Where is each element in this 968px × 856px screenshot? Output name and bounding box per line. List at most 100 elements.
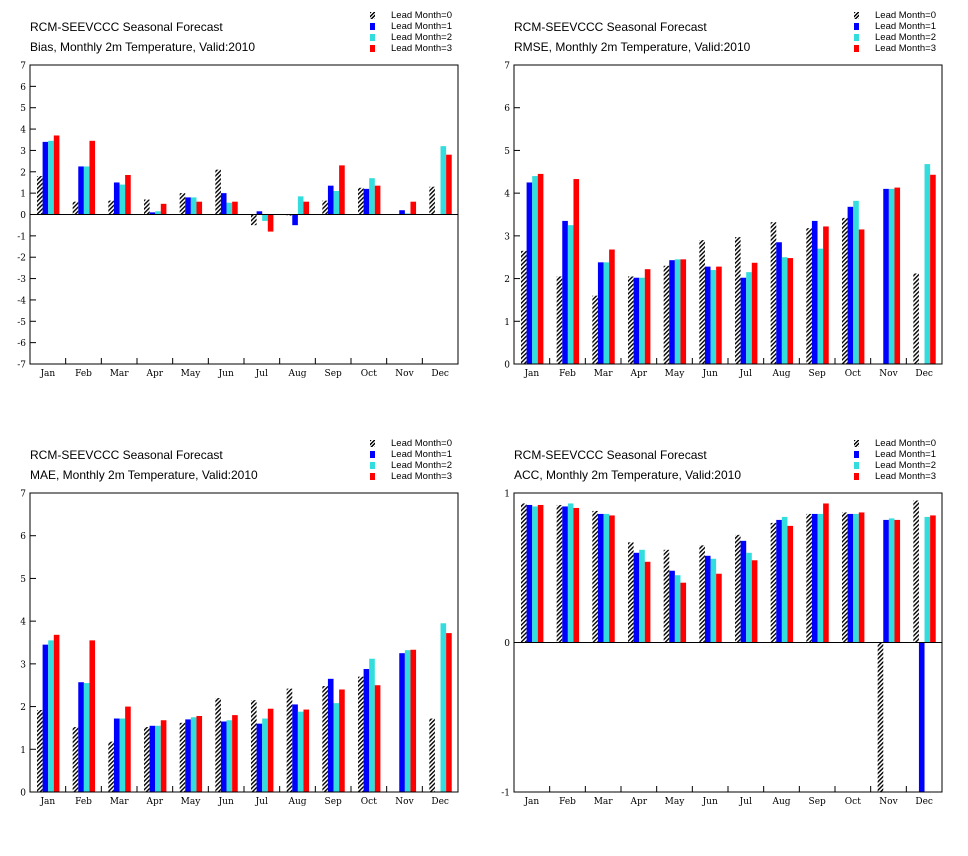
legend: Lead Month=0 Lead Month=1 Lead Month=2 L… — [854, 438, 936, 482]
lead-month-2-bar — [119, 184, 126, 215]
lead-month-0-bar — [358, 676, 364, 792]
lead-month-2-bar — [853, 513, 859, 643]
y-tick-label: 1 — [504, 490, 510, 500]
lead-month-3-bar — [374, 185, 381, 215]
lead-month-2-bar — [924, 516, 931, 643]
lead-month-1-bar — [42, 141, 49, 215]
lead-month-2-bar — [262, 718, 268, 792]
lead-month-3-bar — [267, 214, 274, 232]
x-tick-label: May — [665, 797, 686, 807]
x-tick-label: Dec — [915, 797, 933, 807]
lead-month-3-bar — [446, 154, 452, 215]
lead-month-1-bar — [363, 188, 370, 215]
x-tick-label: Aug — [771, 369, 790, 379]
legend-swatch — [370, 23, 375, 30]
legend-swatch — [854, 440, 859, 447]
legend-label: Lead Month=2 — [391, 32, 453, 43]
lead-month-2-bar — [262, 214, 268, 221]
lead-month-3-bar — [410, 649, 417, 792]
lead-month-3-bar — [410, 201, 417, 215]
lead-month-1-bar — [740, 540, 747, 643]
lead-month-3-bar — [339, 165, 345, 215]
lead-month-0-bar — [144, 199, 150, 215]
rmse-chart: 0 1 2 3 4 5 6 7 Jan Feb Mar Apr May Jun Jul Aug Sep Oct No… — [504, 62, 943, 379]
legend-swatch — [854, 12, 859, 19]
lead-month-0-bar — [429, 718, 435, 792]
x-tick-label: Oct — [361, 797, 377, 807]
lead-month-1-bar — [220, 721, 227, 792]
legend-swatch — [370, 473, 375, 480]
lead-month-1-bar — [776, 519, 782, 643]
bias-chart-panel: -7 -6 -5 -4 -3 -2 -1 0 1 2 3 4 5 6 7 Jan Feb Mar Apr May Jun… — [0, 0, 484, 428]
lead-month-3-bar — [232, 201, 238, 215]
legend-label: Lead Month=3 — [875, 471, 937, 482]
lead-month-2-bar — [639, 549, 645, 643]
lead-month-2-bar — [567, 503, 574, 643]
lead-month-0-bar — [286, 688, 293, 792]
x-tick-label: Oct — [845, 797, 861, 807]
acc-chart-panel: -1 0 1 Jan Feb Mar Apr May Jun Jul Aug Sep Oct Nov Dec… — [484, 428, 968, 856]
legend-label: Lead Month=2 — [391, 460, 453, 471]
x-tick-label: Feb — [559, 369, 576, 379]
legend-label: Lead Month=1 — [391, 449, 453, 460]
x-tick-label: Jan — [39, 369, 55, 379]
lead-month-0-bar — [913, 500, 919, 643]
legend-item: Lead Month=1 — [370, 21, 452, 32]
y-tick-label: 4 — [504, 190, 510, 200]
lead-month-3-bar — [267, 708, 274, 792]
lead-month-2-bar — [817, 513, 824, 643]
rmse-chart-panel: 0 1 2 3 4 5 6 7 Jan Feb Mar Apr May Jun Jul Aug Sep Oct No… — [484, 0, 968, 428]
lead-month-2-bar — [440, 623, 447, 792]
x-tick-label: Apr — [630, 369, 648, 379]
lead-month-3-bar — [930, 174, 936, 364]
lead-month-2-bar — [603, 262, 610, 364]
lead-month-2-bar — [190, 197, 197, 215]
y-tick-label: 2 — [20, 703, 26, 713]
lead-month-2-bar — [603, 513, 610, 643]
lead-month-3-bar — [609, 515, 615, 643]
lead-month-0-bar — [179, 193, 186, 215]
y-tick-label: 6 — [504, 104, 510, 114]
lead-month-1-bar — [185, 719, 191, 792]
y-tick-label: 6 — [20, 532, 26, 542]
lead-month-0-bar — [735, 237, 741, 364]
x-tick-label: Jan — [523, 369, 539, 379]
lead-month-0-bar — [770, 222, 777, 364]
lead-month-1-bar — [220, 193, 227, 215]
x-tick-label: Sep — [809, 797, 826, 807]
lead-month-3-bar — [89, 140, 96, 215]
lead-month-2-bar — [155, 725, 161, 792]
legend-swatch — [854, 462, 859, 469]
lead-month-2-bar — [924, 164, 931, 364]
lead-month-3-bar — [680, 582, 687, 643]
x-tick-label: Oct — [361, 369, 377, 379]
x-tick-label: Jun — [702, 797, 718, 807]
legend-item: Lead Month=0 — [854, 438, 936, 449]
legend-label: Lead Month=0 — [875, 438, 937, 449]
lead-month-3-bar — [53, 135, 60, 215]
lead-month-3-bar — [303, 709, 310, 792]
y-tick-label: 1 — [20, 746, 26, 756]
y-tick-label: 5 — [20, 104, 26, 114]
lead-month-0-bar — [913, 273, 919, 364]
lead-month-3-bar — [303, 201, 310, 215]
lead-month-1-bar — [847, 513, 854, 643]
lead-month-2-bar — [190, 717, 197, 792]
lead-month-3-bar — [823, 503, 829, 643]
y-tick-label: -3 — [17, 275, 26, 285]
lead-month-3-bar — [787, 525, 794, 643]
legend-item: Lead Month=1 — [370, 449, 452, 460]
lead-month-0-bar — [108, 741, 114, 792]
lead-month-1-bar — [78, 166, 84, 215]
lead-month-0-bar — [215, 698, 221, 792]
legend-item: Lead Month=1 — [854, 21, 936, 32]
lead-month-1-bar — [740, 277, 747, 364]
lead-month-0-bar — [37, 176, 43, 215]
lead-month-2-bar — [746, 272, 752, 364]
lead-month-2-bar — [532, 506, 538, 643]
legend-item: Lead Month=3 — [854, 471, 936, 482]
lead-month-2-bar — [781, 257, 788, 364]
y-tick-label: 0 — [20, 211, 26, 221]
lead-month-3-bar — [537, 173, 544, 364]
lead-month-2-bar — [674, 259, 681, 364]
